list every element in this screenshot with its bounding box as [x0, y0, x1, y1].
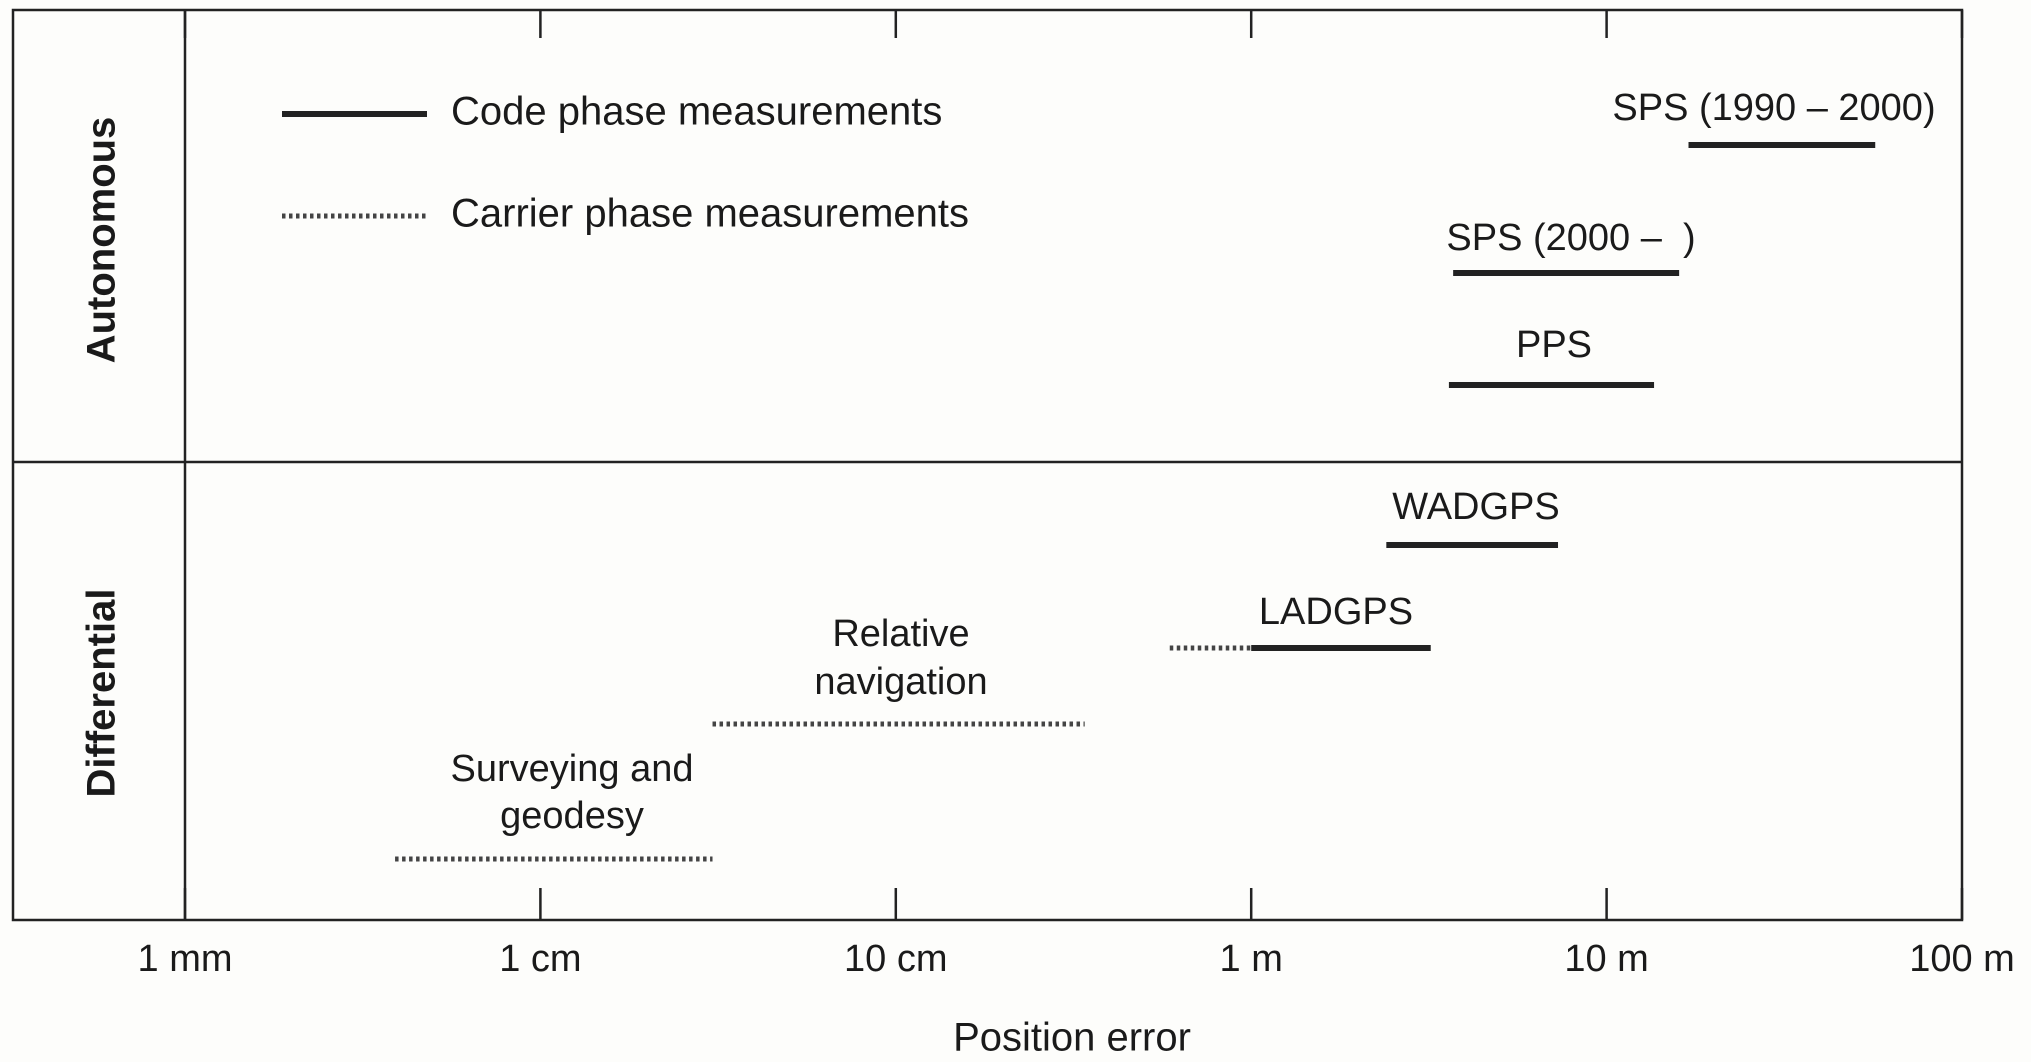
range-label: geodesy: [500, 795, 644, 837]
plot-frame: [11, 8, 1964, 922]
x-tick-label: 10 m: [1564, 938, 1648, 980]
x-tick-label: 1 m: [1220, 938, 1283, 980]
range-label: WADGPS: [1392, 486, 1560, 528]
x-tick-label: 1 cm: [499, 938, 581, 980]
range-label: LADGPS: [1259, 591, 1413, 633]
range-label: Relative: [832, 613, 969, 655]
range-label: SPS (1990 – 2000): [1612, 87, 1935, 129]
legend-label: Code phase measurements: [451, 90, 942, 134]
x-tick-label: 10 cm: [844, 938, 947, 980]
range-label: PPS: [1516, 324, 1592, 366]
x-tick-label: 1 mm: [138, 938, 233, 980]
range-label: navigation: [814, 661, 987, 703]
group-label: Autonomous: [80, 117, 124, 364]
group-label: Differential: [80, 589, 124, 798]
range-label: Surveying and: [451, 748, 694, 790]
legend-label: Carrier phase measurements: [451, 192, 969, 236]
x-axis-label: Position error: [953, 1016, 1191, 1060]
x-tick-label: 100 m: [1909, 938, 2015, 980]
range-label: SPS (2000 – ): [1446, 217, 1695, 259]
